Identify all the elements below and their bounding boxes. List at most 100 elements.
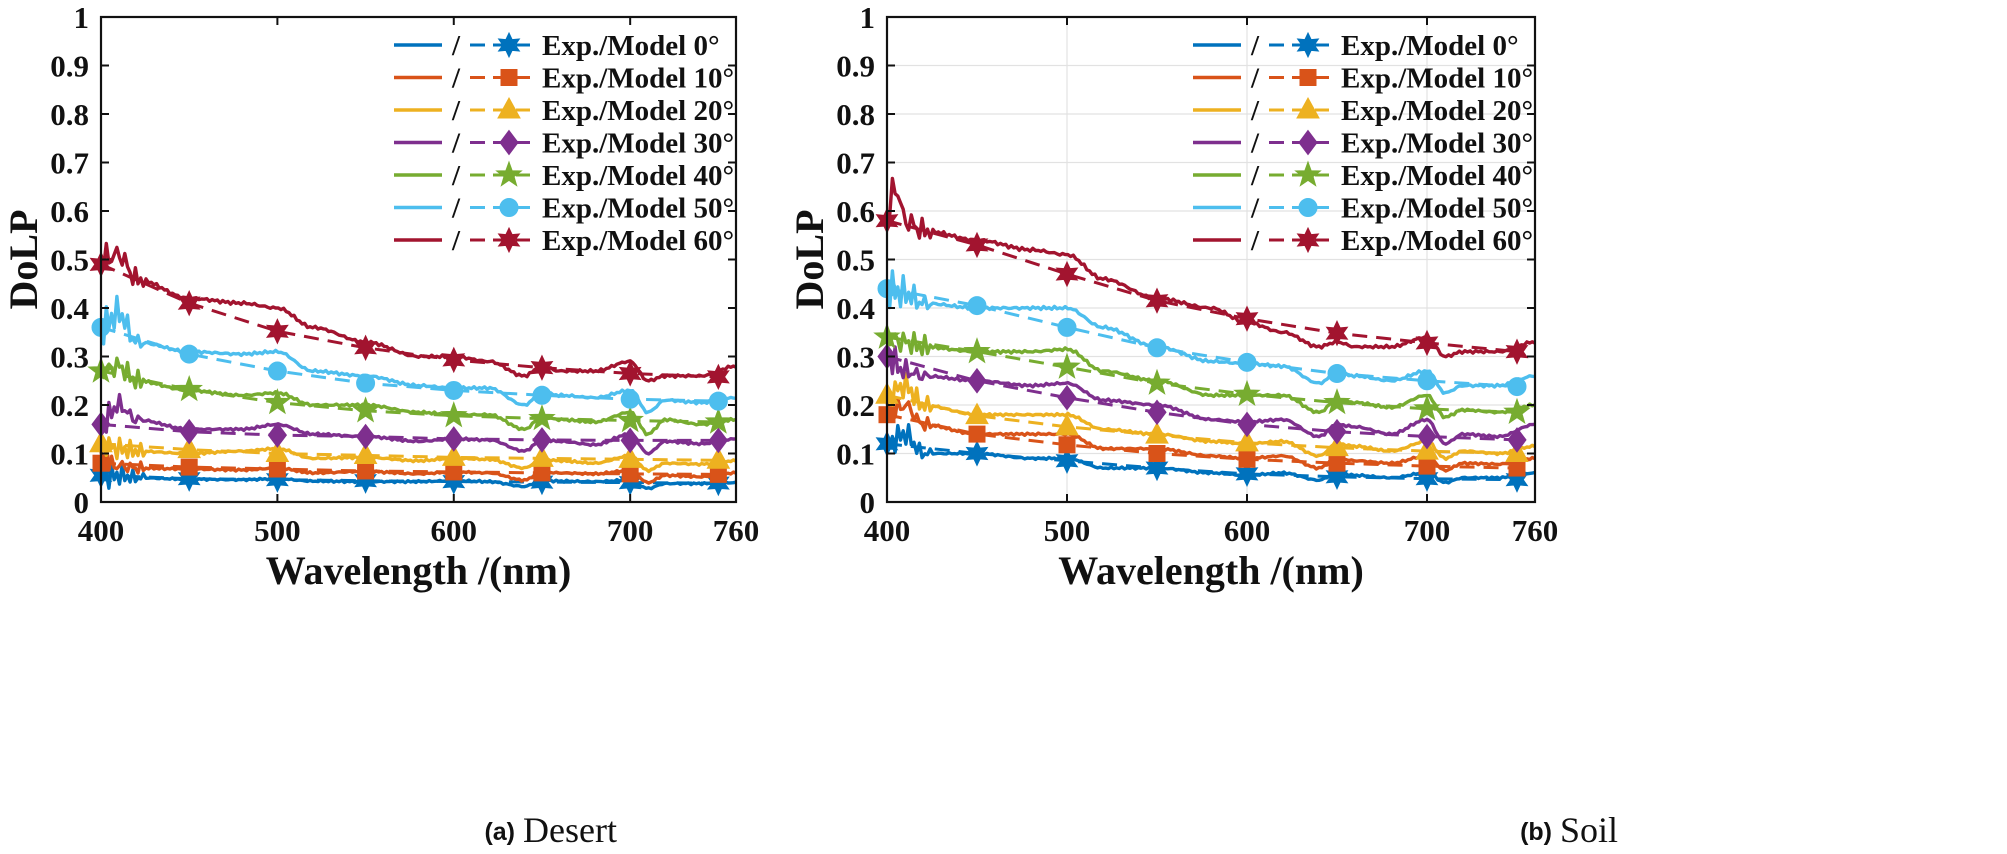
panel-a-model-point-4 xyxy=(616,406,644,433)
panel-a-xtick-label: 760 xyxy=(713,513,760,548)
panel-b-xtick-label: 500 xyxy=(1044,513,1091,548)
panel-b-model-point-3 xyxy=(1417,423,1437,450)
panel-a-model-point-6 xyxy=(442,346,466,374)
panel-b-model-line-6 xyxy=(886,219,1518,354)
panel-b-model-point-5 xyxy=(1057,317,1077,337)
panel-b-model-point-4 xyxy=(1323,388,1351,415)
panel-a-model-point-2 xyxy=(618,446,643,468)
panel-b-model-point-4 xyxy=(1413,394,1441,421)
panel-desert-caption-letter: (a) xyxy=(484,818,515,846)
panel-a-legend-marker xyxy=(495,160,523,187)
panel-a-model-point-4 xyxy=(351,396,380,423)
panel-b-model-point-3 xyxy=(1507,427,1527,453)
panel-a-model-point-6 xyxy=(265,318,289,345)
panel-a-model-point-3 xyxy=(708,427,728,454)
panel-b-xtick-label: 600 xyxy=(1224,513,1271,548)
panel-a-model-point-2 xyxy=(177,436,202,459)
panel-b-model-point-2 xyxy=(965,402,989,425)
panel-a-legend-marker xyxy=(497,96,521,119)
panel-b-model-point-6 xyxy=(1415,329,1439,357)
panel-a-model-point-6 xyxy=(618,360,642,387)
panel-b-model-point-6 xyxy=(965,231,989,259)
panel-b-legend-marker xyxy=(1296,96,1320,119)
panel-a-ytick-label: 0.9 xyxy=(50,49,89,84)
panel-a-ytick-label: 0 xyxy=(74,485,90,520)
panel-b-model-point-1 xyxy=(968,425,986,443)
panel-b-ytick-label: 0.7 xyxy=(836,146,875,181)
panel-b-model-point-0 xyxy=(1145,454,1169,482)
panel-a-model-line-3 xyxy=(100,422,719,442)
panel-a-legend-label: Exp./Model 10° xyxy=(542,63,734,95)
panel-b-model-point-0 xyxy=(965,440,989,467)
panel-a-model-point-3 xyxy=(444,426,464,452)
panel-b-model-point-1 xyxy=(1148,445,1166,462)
panel-a-model-point-5 xyxy=(179,344,199,364)
panel-b-model-point-0 xyxy=(1235,460,1259,488)
panel-a-model-point-2 xyxy=(441,444,466,466)
panel-a-model-point-5 xyxy=(356,373,376,393)
panel-a-model-point-2 xyxy=(706,447,731,469)
panel-b-model-point-3 xyxy=(967,367,987,394)
panel-a-model-point-4 xyxy=(704,407,733,434)
panel-b-model-point-6 xyxy=(1145,287,1169,314)
panel-a-model-point-1 xyxy=(621,465,639,483)
panel-b-model-point-6 xyxy=(1505,338,1529,365)
panel-b-ytick-label: 0.4 xyxy=(836,291,875,326)
panel-soil: 0 0.1 0.2 0.3 0.4 0.5 0.6 0.7 0.8 0.9 1 400 500 600 70… xyxy=(787,0,1618,850)
panel-b-ytick-label: 0.2 xyxy=(836,388,875,423)
panel-a-model-point-5 xyxy=(444,380,464,400)
panel-b-model-point-4 xyxy=(1503,397,1531,424)
panel-b-ytick-label: 0.9 xyxy=(836,49,875,84)
panel-a-legend-marker xyxy=(497,226,521,254)
panel-a-ytick-label: 0.8 xyxy=(50,97,89,132)
panel-b-legend-slash: / xyxy=(1250,225,1260,257)
panel-a-model-line-0 xyxy=(100,473,719,485)
panel-b-model-line-1 xyxy=(886,413,1518,470)
panel-b-model-point-3 xyxy=(1147,399,1167,426)
panel-b-model-line-4 xyxy=(886,335,1518,414)
panel-a-legend-label: Exp./Model 60° xyxy=(542,225,734,257)
panel-a-model-point-0 xyxy=(177,465,201,492)
panel-a-ytick-label: 1 xyxy=(74,0,90,35)
panel-a-model-point-1 xyxy=(268,460,286,478)
panel-b-model-line-3 xyxy=(886,355,1518,442)
panel-a-legend-slash: / xyxy=(451,225,461,257)
panel-b-legend-slash: / xyxy=(1250,30,1260,62)
panel-a-model-line-1 xyxy=(100,461,719,476)
panel-b-xtick-label: 400 xyxy=(864,513,911,548)
panel-b-model-point-2 xyxy=(1055,413,1079,436)
panel-b-legend-label: Exp./Model 50° xyxy=(1341,193,1533,225)
panel-a-legend-slash: / xyxy=(451,63,461,95)
panel-a-model-point-0 xyxy=(265,466,289,493)
panel-b-model-point-5 xyxy=(1327,363,1347,383)
panel-a-legend-slash: / xyxy=(451,128,461,160)
panel-desert-caption-name: Desert xyxy=(523,810,617,850)
panel-a-model-point-4 xyxy=(175,374,203,402)
panel-a-legend-slash: / xyxy=(451,160,461,192)
panel-b-ytick-label: 0.3 xyxy=(836,340,875,375)
panel-b-legend-marker xyxy=(1296,226,1320,254)
panel-b-model-point-5 xyxy=(967,296,987,316)
panel-b-model-point-6 xyxy=(1325,320,1349,347)
panel-b-model-line-5 xyxy=(886,287,1518,389)
panel-b-model-point-2 xyxy=(1145,422,1169,444)
panel-b-ylabel: DoLP xyxy=(787,210,832,310)
panel-a-legend-label: Exp./Model 50° xyxy=(542,193,734,225)
panel-a-model-line-4 xyxy=(100,369,719,424)
panel-a-legend-label: Exp./Model 30° xyxy=(542,128,734,160)
panel-a-legend-slash: / xyxy=(451,30,461,62)
panel-b-model-point-5 xyxy=(1147,338,1167,358)
panel-a-ytick-label: 0.7 xyxy=(50,146,89,181)
panel-a-xlabel: Wavelength /(nm) xyxy=(266,548,572,593)
panel-a-model-point-3 xyxy=(355,423,376,450)
panel-b-model-point-0 xyxy=(1505,466,1529,493)
panel-a-model-point-4 xyxy=(528,404,556,431)
panel-a-model-point-2 xyxy=(265,440,290,462)
panel-a-model-point-0 xyxy=(354,467,378,494)
panel-b-legend-label: Exp./Model 0° xyxy=(1341,30,1519,62)
panel-a-model-point-1 xyxy=(445,463,463,481)
panel-b-model-point-0 xyxy=(1325,463,1349,490)
panel-b-xtick-label: 760 xyxy=(1512,513,1559,548)
panel-a-model-point-6 xyxy=(177,289,201,317)
